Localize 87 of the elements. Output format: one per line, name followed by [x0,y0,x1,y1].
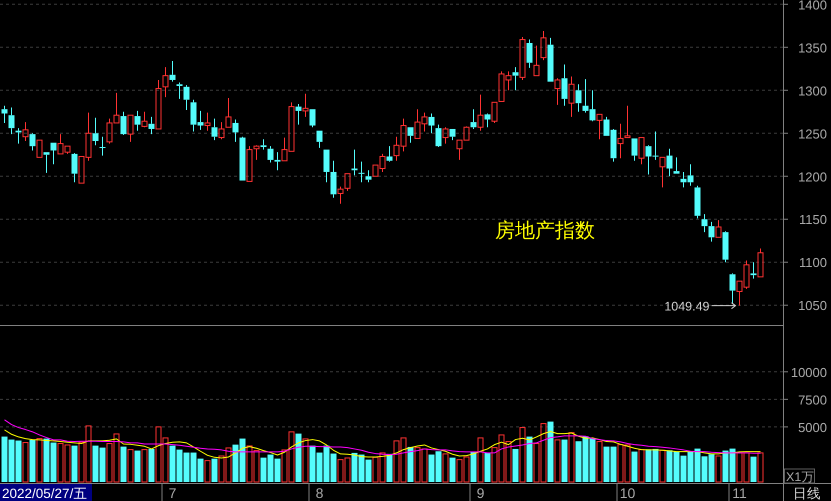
candlestick [618,123,624,159]
candlestick [562,64,568,106]
bar [484,452,490,482]
bar [36,438,42,482]
bar [548,422,554,482]
candlestick [8,106,14,135]
bar [526,436,532,482]
bar [470,452,476,482]
bar [212,458,218,482]
candlestick [330,160,336,198]
candlestick [268,146,274,163]
candlestick [296,104,302,126]
bar [520,427,526,482]
bar [142,449,148,482]
x-tick-label: 10 [620,485,636,501]
bar [22,442,28,482]
bar [478,437,484,482]
candlestick [100,136,106,156]
ytick-label: 5000 [798,420,827,435]
bar [302,438,308,482]
annotation: X1万 [784,468,815,484]
candlestick [470,108,476,130]
x-tick-label: 11 [732,485,747,501]
candlestick [484,112,490,128]
bar [632,452,638,482]
bar [750,456,756,482]
candlestick [708,221,714,242]
bar [128,449,134,482]
bar [72,446,78,482]
bar [568,432,574,482]
ytick-label: 1200 [798,169,827,184]
candlestick [436,124,442,148]
bar [134,450,140,482]
candlestick [702,214,708,233]
ytick-label: 1300 [798,83,827,98]
candlestick [92,117,98,146]
candlestick [16,128,22,144]
bar [442,453,448,482]
bar [638,449,644,482]
annotation: 日线 [793,486,821,501]
candlestick [568,76,574,118]
x-tick-label: 7 [168,485,177,501]
ytick-label: 1400 [798,0,827,12]
candlestick [576,84,582,112]
candlestick [134,110,140,132]
bar [450,458,456,482]
candlestick [148,116,154,135]
candlestick [162,66,168,98]
candlestick [512,66,518,91]
ytick-label: 1050 [798,298,827,314]
ytick-label: 1100 [799,255,827,270]
bar [716,455,722,482]
candlestick [232,119,238,142]
candlestick [428,112,434,134]
bar [758,452,764,482]
x-tick-label: 8 [316,485,324,501]
candlestick [526,39,532,68]
bar [30,440,36,482]
bar [386,454,392,482]
candlestick [212,118,218,141]
ytick-label: 1250 [798,126,827,142]
title: 房地产指数 [495,220,595,242]
bar [296,434,302,482]
bar [562,440,568,482]
bar [596,441,602,482]
annotation: 1049.49 [664,300,710,314]
x-tick-label: 9 [476,485,485,501]
candlestick [694,185,700,219]
candlestick [120,111,126,136]
bar [204,460,210,482]
text: 2022/05/27/五 [2,486,88,501]
bar [408,446,414,482]
candlestick [302,93,308,118]
candlestick [358,161,364,183]
bar [512,448,518,482]
candlestick [184,84,190,111]
candlestick [72,152,78,183]
bar [660,450,666,482]
ytick-label: 1350 [798,40,827,56]
bar [120,446,126,482]
candlestick [666,148,672,177]
ytick-label: 7500 [798,392,827,408]
ytick-label: 1150 [799,212,827,228]
bar [148,448,154,482]
ytick-label: 10000 [790,364,827,380]
bar [554,439,560,482]
candlestick [22,122,28,142]
